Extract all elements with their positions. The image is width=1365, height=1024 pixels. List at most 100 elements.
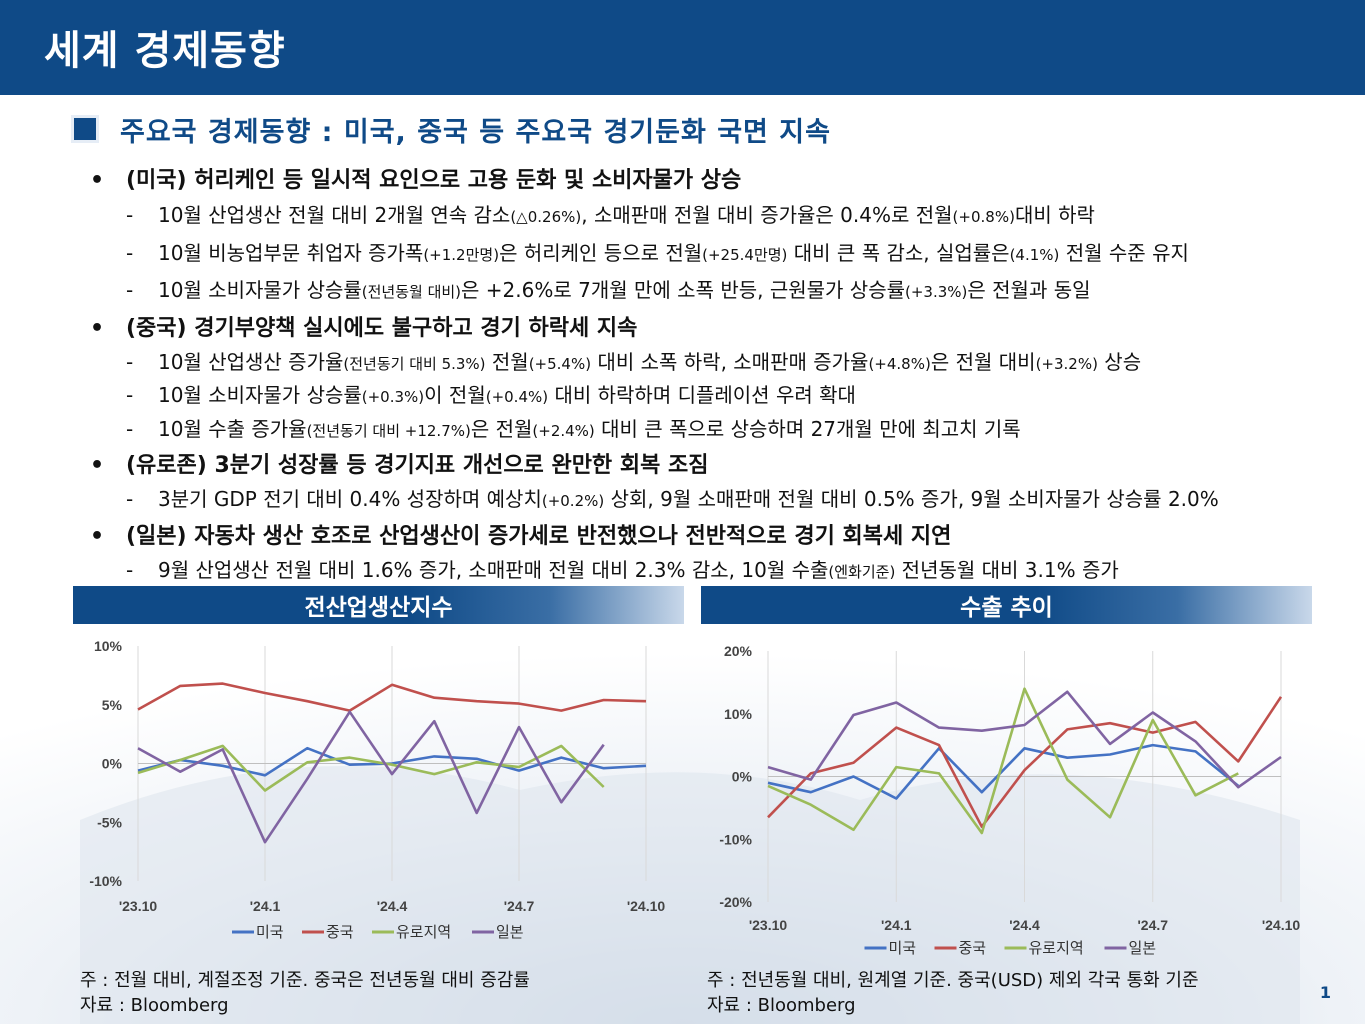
sub-note: (+0.2%) (541, 492, 605, 510)
sub-text: 전월 수준 유지 (1059, 241, 1189, 265)
x-tick-label: '24.4 (377, 898, 408, 914)
section-heading: 주요국 경제동향 : 미국, 중국 등 주요국 경기둔화 국면 지속 (74, 113, 831, 148)
x-tick-label: '23.10 (749, 917, 788, 933)
x-tick-label: '24.7 (1137, 917, 1168, 933)
y-tick-label: -10% (89, 873, 122, 889)
sub-note: (전년동기 대비 5.3%) (343, 355, 486, 373)
sub-text: 10월 수출 증가율 (158, 417, 307, 441)
sub-text: 10월 산업생산 증가율 (158, 350, 344, 374)
sub-text: 대비 큰 폭으로 상승하며 27개월 만에 최고치 기록 (594, 417, 1021, 441)
sub-note: (+0.3%) (361, 388, 425, 406)
sub-text: 3분기 GDP 전기 대비 0.4% 성장하며 예상치 (158, 487, 542, 511)
sub-item: -9월 산업생산 전월 대비 1.6% 증가, 소매판매 전월 대비 2.3% … (126, 558, 1119, 582)
legend-label: 미국 (256, 923, 284, 941)
sub-text: 대비 소폭 하락, 소매판매 증가율 (591, 350, 869, 374)
series-line-유로지역 (137, 744, 605, 792)
bullet-title: (미국) 허리케인 등 일시적 요인으로 고용 둔화 및 소비자물가 상승 (126, 168, 742, 193)
bullet-japan: • (일본) 자동차 생산 호조로 산업생산이 증가세로 반전했으나 전반적으로 … (90, 518, 952, 549)
sub-note: (+4.8%) (868, 355, 931, 373)
bullet-title: (일본) 자동차 생산 호조로 산업생산이 증가세로 반전했으나 전반적으로 경… (126, 524, 952, 549)
x-tick-label: '24.4 (1009, 917, 1040, 933)
sub-item: -3분기 GDP 전기 대비 0.4% 성장하며 예상치(+0.2%) 상회, … (126, 487, 1219, 511)
source-text: 자료 : Bloomberg (80, 995, 229, 1016)
page-number: 1 (1319, 983, 1331, 1002)
note-text: 주 : 전년동월 대비, 원계열 기준. 중국(USD) 제외 각국 통화 기준 (707, 970, 1199, 991)
sub-note: (4.1%) (1009, 246, 1060, 264)
chart-title-industrial-production: 전산업생산지수 (73, 586, 684, 624)
sub-text: 대비 큰 폭 감소, 실업률은 (787, 241, 1010, 265)
x-tick-label: '24.7 (504, 898, 535, 914)
x-tick-label: '24.10 (1262, 917, 1301, 933)
sub-note: (+0.8%) (952, 208, 1015, 226)
sub-note: (+2.4%) (532, 422, 595, 440)
bullet-title: (유로존) 3분기 성장률 등 경기지표 개선으로 완만한 회복 조짐 (126, 453, 709, 478)
sub-item: -10월 소비자물가 상승률(+0.3%)이 전월(+0.4%) 대비 하락하며… (126, 383, 856, 407)
sub-text: 은 전월과 동일 (967, 278, 1091, 302)
bullet-dot-icon: • (90, 453, 105, 478)
sub-text: 전년동월 대비 3.1% 증가 (895, 558, 1119, 582)
sub-text: 9월 산업생산 전월 대비 1.6% 증가, 소매판매 전월 대비 2.3% 감… (158, 558, 829, 582)
y-tick-label: 10% (94, 638, 123, 654)
sub-note: (+3.2%) (1035, 355, 1098, 373)
sub-text: 은 허리케인 등으로 전월 (499, 241, 703, 265)
legend-label: 유로지역 (1029, 939, 1084, 957)
sub-text: 10월 산업생산 전월 대비 2개월 연속 감소 (158, 203, 511, 227)
sub-text: 10월 소비자물가 상승률 (158, 278, 362, 302)
bullet-dot-icon: • (90, 524, 105, 549)
chart-note-left: 주 : 전월 대비, 계절조정 기준. 중국은 전년동월 대비 증감률 자료 :… (80, 968, 530, 1018)
series-line-유로지역 (767, 687, 1239, 835)
sub-note: (엔화기준) (828, 563, 896, 581)
sub-text: 전월 (485, 350, 529, 374)
sub-text: 10월 비농업부문 취업자 증가폭 (158, 241, 424, 265)
y-tick-label: 5% (102, 697, 123, 713)
y-tick-label: 10% (724, 706, 753, 722)
chart-note-right: 주 : 전년동월 대비, 원계열 기준. 중국(USD) 제외 각국 통화 기준… (707, 968, 1199, 1018)
series-line-중국 (767, 696, 1283, 828)
x-tick-label: '23.10 (119, 898, 158, 914)
sub-note: (+3.3%) (905, 283, 968, 301)
page-title: 세계 경제동향 (44, 28, 286, 74)
sub-item: -10월 비농업부문 취업자 증가폭(+1.2만명)은 허리케인 등으로 전월(… (126, 241, 1189, 265)
x-tick-label: '24.10 (627, 898, 666, 914)
legend-label: 중국 (959, 939, 987, 957)
y-tick-label: -20% (719, 894, 752, 910)
bullet-dot-icon: • (90, 168, 105, 193)
series-line-일본 (767, 690, 1282, 789)
y-tick-label: 0% (732, 769, 753, 785)
sub-item: -10월 산업생산 전월 대비 2개월 연속 감소(△0.26%), 소매판매 … (126, 203, 1095, 227)
legend-label: 중국 (326, 923, 354, 941)
y-tick-label: 20% (724, 643, 753, 659)
square-bullet-icon (74, 118, 96, 140)
x-tick-label: '24.1 (881, 917, 912, 933)
series-line-일본 (137, 710, 605, 844)
sub-note: (+25.4만명) (702, 246, 788, 264)
header-bar: 세계 경제동향 (0, 0, 1365, 95)
sub-note: (+0.4%) (485, 388, 549, 406)
sub-note: (△0.26%) (510, 208, 582, 226)
sub-text: 10월 소비자물가 상승률 (158, 383, 362, 407)
bullet-us: • (미국) 허리케인 등 일시적 요인으로 고용 둔화 및 소비자물가 상승 (90, 162, 742, 193)
legend-label: 일본 (1129, 939, 1157, 957)
section-title: 주요국 경제동향 : 미국, 중국 등 주요국 경기둔화 국면 지속 (120, 116, 831, 148)
sub-item: -10월 수출 증가율(전년동기 대비 +12.7%)은 전월(+2.4%) 대… (126, 417, 1021, 441)
sub-text: 상회, 9월 소매판매 전월 대비 0.5% 증가, 9월 소비자물가 상승률 … (604, 487, 1219, 511)
sub-item: -10월 소비자물가 상승률(전년동월 대비)은 +2.6%로 7개월 만에 소… (126, 278, 1091, 302)
source-text: 자료 : Bloomberg (707, 995, 856, 1016)
chart-title-exports: 수출 추이 (701, 586, 1312, 624)
series-line-중국 (137, 682, 647, 712)
sub-note: (+1.2만명) (423, 246, 500, 264)
sub-text: 대비 하락 (1014, 203, 1095, 227)
y-tick-label: -10% (719, 831, 752, 847)
sub-text: 대비 하락하며 디플레이션 우려 확대 (548, 383, 856, 407)
series-line-미국 (767, 743, 1240, 800)
chart-exports: 20% 10% 0% -10% -20% '23.10 '24.1 '24.4 '24.7 '24… (719, 643, 1301, 957)
sub-text: , 소매판매 전월 대비 증가율은 0.4%로 전월 (581, 203, 953, 227)
bullet-title: (중국) 경기부양책 실시에도 불구하고 경기 하락세 지속 (126, 316, 638, 341)
legend-label: 미국 (889, 939, 917, 957)
sub-text: 은 +2.6%로 7개월 만에 소폭 반등, 근원물가 상승률 (461, 278, 905, 302)
x-tick-label: '24.1 (250, 898, 281, 914)
chart-industrial-production: 10% 5% 0% -5% -10% '23.10 '24.1 '24.4 '24.7 '24.1… (89, 638, 666, 941)
legend-label: 유로지역 (396, 923, 451, 941)
y-tick-label: -5% (97, 814, 122, 830)
y-tick-label: 0% (102, 756, 123, 772)
